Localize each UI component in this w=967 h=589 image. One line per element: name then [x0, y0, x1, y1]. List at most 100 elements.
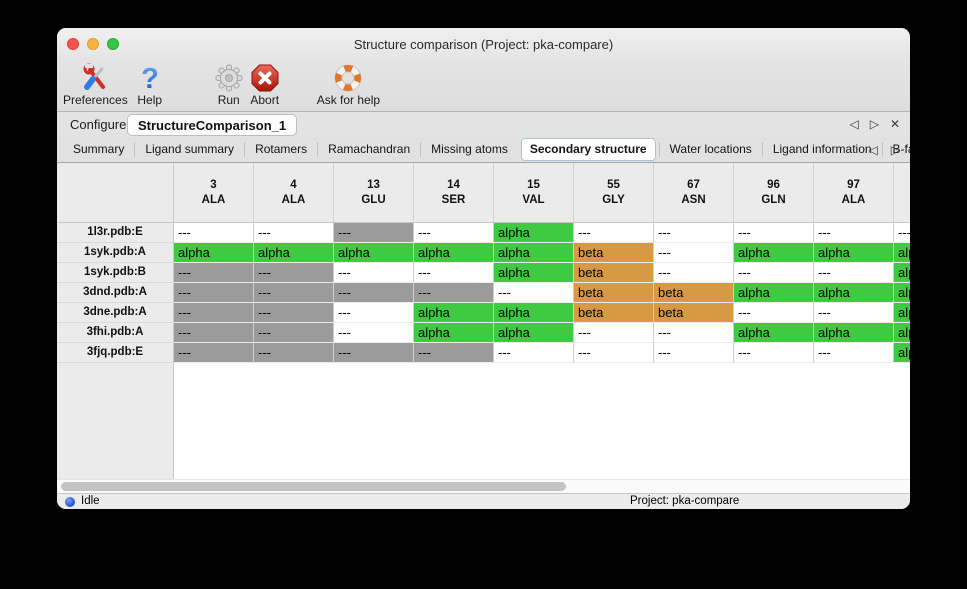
table-cell[interactable]: ---	[334, 303, 414, 323]
table-cell[interactable]: alpha	[494, 223, 574, 243]
close-window-button[interactable]	[67, 38, 79, 50]
table-cell[interactable]: alpha	[414, 303, 494, 323]
subtab-summary[interactable]: Summary	[73, 142, 125, 156]
table-cell[interactable]: alpha	[814, 243, 894, 263]
table-cell[interactable]: ---	[414, 263, 494, 283]
table-cell[interactable]: beta	[654, 303, 734, 323]
table-cell[interactable]: alpha	[494, 323, 574, 343]
table-cell[interactable]: ---	[574, 323, 654, 343]
subtab-water-locations[interactable]: Water locations	[658, 142, 762, 157]
tab-configure[interactable]: Configure	[70, 117, 127, 132]
table-cell[interactable]: ---	[734, 223, 814, 243]
subtab-missing-atoms[interactable]: Missing atoms	[420, 142, 518, 157]
table-cell[interactable]: ---	[414, 223, 494, 243]
tab-structure-comparison-1[interactable]: StructureComparison_1	[127, 114, 298, 136]
table-cell[interactable]: ---	[494, 343, 574, 363]
table-cell[interactable]: beta	[574, 243, 654, 263]
table-cell[interactable]: ---	[814, 263, 894, 283]
table-cell[interactable]: ---	[654, 243, 734, 263]
ask-for-help-button[interactable]: Ask for help	[317, 61, 380, 107]
table-cell[interactable]: alpha	[494, 243, 574, 263]
table-cell[interactable]: alpha	[174, 243, 254, 263]
table-cell[interactable]: alpha	[894, 263, 910, 283]
table-cell[interactable]: beta	[654, 283, 734, 303]
table-cell[interactable]: ---	[174, 263, 254, 283]
column-header: 67 ASN	[654, 163, 734, 223]
abort-button[interactable]: Abort	[250, 61, 280, 107]
table-row: 1l3r.pdb:E --- --- --- --- alpha --- --- --- --- -…	[57, 223, 910, 243]
table-cell[interactable]: ---	[574, 223, 654, 243]
subtab-rotamers[interactable]: Rotamers	[244, 142, 317, 157]
table-cell[interactable]: alpha	[334, 243, 414, 263]
table-cell[interactable]: ---	[654, 223, 734, 243]
table-cell[interactable]: ---	[734, 263, 814, 283]
table-cell[interactable]: ---	[734, 303, 814, 323]
zoom-window-button[interactable]	[107, 38, 119, 50]
table-cell[interactable]: alpha	[494, 263, 574, 283]
table-cell[interactable]: alpha	[894, 323, 910, 343]
table-cell[interactable]: ---	[174, 283, 254, 303]
table-cell[interactable]: beta	[574, 303, 654, 323]
table-cell[interactable]: ---	[254, 263, 334, 283]
table-cell[interactable]: ---	[174, 343, 254, 363]
subtab-scroll-right-icon[interactable]: ▷	[890, 142, 900, 157]
scrollbar-thumb[interactable]	[61, 482, 566, 491]
tab-scroll-left-icon[interactable]: ◁	[849, 117, 859, 131]
table-cell[interactable]: alpha	[414, 243, 494, 263]
column-header: 96 GLN	[734, 163, 814, 223]
table-cell[interactable]: ---	[334, 283, 414, 303]
tools-icon	[83, 63, 106, 90]
table-cell[interactable]: alpha	[734, 283, 814, 303]
table-cell[interactable]: ---	[414, 283, 494, 303]
table-cell[interactable]: ---	[734, 343, 814, 363]
table-cell[interactable]: beta	[574, 283, 654, 303]
subtab-ligand-summary[interactable]: Ligand summary	[134, 142, 244, 157]
table-cell[interactable]: ---	[254, 303, 334, 323]
minimize-window-button[interactable]	[87, 38, 99, 50]
table-cell[interactable]: ---	[254, 323, 334, 343]
table-cell[interactable]: ---	[654, 343, 734, 363]
table-cell[interactable]: ---	[814, 303, 894, 323]
table-cell[interactable]: alpha	[814, 323, 894, 343]
table-cell[interactable]: ---	[254, 223, 334, 243]
subtab-secondary-structure[interactable]: Secondary structure	[520, 138, 656, 161]
table-cell[interactable]: beta	[574, 263, 654, 283]
subtab-scroll-left-icon[interactable]: ◁	[868, 142, 878, 157]
table-cell[interactable]: ---	[334, 343, 414, 363]
run-button[interactable]: Run	[214, 61, 244, 107]
table-cell[interactable]: alpha	[494, 303, 574, 323]
tab-close-icon[interactable]: ✕	[889, 117, 900, 131]
tab-scroll-right-icon[interactable]: ▷	[869, 117, 879, 131]
table-cell[interactable]: ---	[814, 223, 894, 243]
table-cell[interactable]: ---	[174, 303, 254, 323]
help-button[interactable]: ? Help	[135, 61, 165, 107]
preferences-button[interactable]: Preferences	[63, 61, 128, 107]
table-cell[interactable]: ---	[654, 323, 734, 343]
table-cell[interactable]: ---	[174, 223, 254, 243]
table-cell[interactable]: alpha	[894, 343, 910, 363]
subtab-b-factors[interactable]: B-factors	[881, 142, 910, 157]
table-cell[interactable]: alpha	[894, 303, 910, 323]
table-cell[interactable]: ---	[574, 343, 654, 363]
table-cell[interactable]: ---	[494, 283, 574, 303]
subtab-ligand-information[interactable]: Ligand information	[761, 142, 882, 157]
table-cell[interactable]: ---	[894, 223, 910, 243]
table-cell[interactable]: alpha	[414, 323, 494, 343]
table-cell[interactable]: ---	[254, 343, 334, 363]
table-cell[interactable]: ---	[254, 283, 334, 303]
subtab-ramachandran[interactable]: Ramachandran	[317, 142, 420, 157]
table-cell[interactable]: alpha	[734, 243, 814, 263]
table-cell[interactable]: alpha	[894, 283, 910, 303]
table-cell[interactable]: ---	[334, 263, 414, 283]
table-cell[interactable]: ---	[814, 343, 894, 363]
table-row: 3fjq.pdb:E---------------------------alp…	[57, 343, 910, 363]
table-cell[interactable]: alpha	[814, 283, 894, 303]
table-cell[interactable]: ---	[174, 323, 254, 343]
table-cell[interactable]: ---	[334, 223, 414, 243]
table-cell[interactable]: ---	[334, 323, 414, 343]
table-cell[interactable]: ---	[654, 263, 734, 283]
table-cell[interactable]: ---	[414, 343, 494, 363]
table-cell[interactable]: alpha	[734, 323, 814, 343]
table-cell[interactable]: alpha	[894, 243, 910, 263]
table-cell[interactable]: alpha	[254, 243, 334, 263]
